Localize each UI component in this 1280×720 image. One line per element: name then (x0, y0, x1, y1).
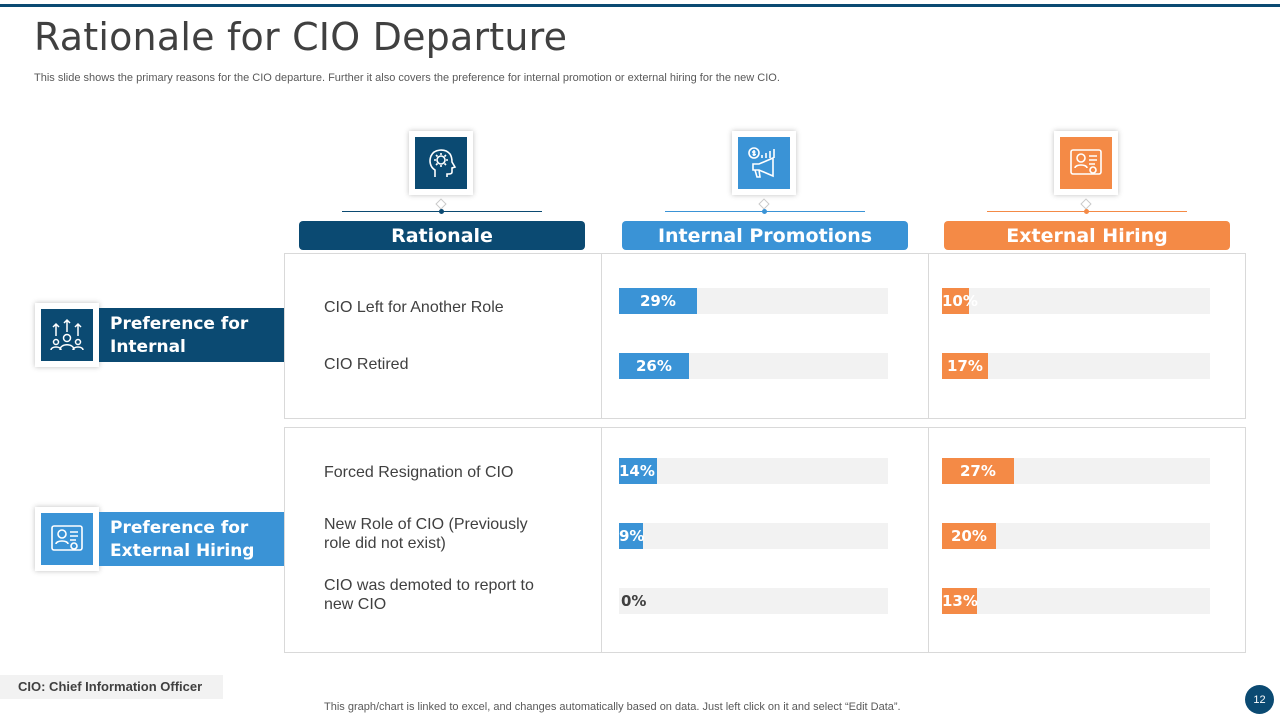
external-bar-label: 17% (947, 357, 983, 375)
external-bar-label: 27% (960, 462, 996, 480)
internal-bar (619, 458, 657, 484)
panel-divider (928, 427, 929, 653)
top-accent-line (0, 4, 1280, 7)
rationale-text: Forced Resignation of CIO (324, 464, 514, 481)
rationale-text: CIO Left for Another Role (324, 299, 504, 316)
internal-bar-track: 14% (619, 458, 888, 484)
external-hiring-icon-card (35, 507, 99, 571)
megaphone-dollar-icon (738, 137, 790, 189)
internal-icon-card (732, 131, 796, 195)
internal-bar-track: 26% (619, 353, 888, 379)
internal-promotion-row-label: Preference for Internal Promotion (99, 308, 284, 380)
internal-bar-label: 26% (636, 357, 672, 375)
internal-bar (619, 288, 697, 314)
row-label-line: Preference for (110, 314, 249, 334)
rationale-icon-card (409, 131, 473, 195)
external-bar-track: 27% (942, 458, 1210, 484)
external-preference-panel (284, 427, 1246, 653)
edit-data-note: This graph/chart is linked to excel, and… (324, 701, 901, 713)
head-gear-icon (415, 137, 467, 189)
rationale-dot (439, 209, 444, 214)
id-card-icon (1060, 137, 1112, 189)
external-bar-label: 20% (951, 527, 987, 545)
rationale-text: CIO Retired (324, 356, 409, 373)
external-bar-track: 17% (942, 353, 1210, 379)
internal-bar-label: 0% (621, 592, 647, 610)
external-icon-card (1054, 131, 1118, 195)
internal-bar (619, 523, 643, 549)
external-bar-label: 13% (942, 592, 978, 610)
external-bar-track: 10% (942, 288, 1210, 314)
external-hiring-row-label: Preference for External Hiring (99, 512, 284, 566)
external-dot (1084, 209, 1089, 214)
internal-bar-track: 0% (619, 588, 888, 614)
page-subtitle: This slide shows the primary reasons for… (34, 72, 780, 84)
external-bar (942, 588, 977, 614)
internal-promotion-icon-card (35, 303, 99, 367)
panel-divider (601, 427, 602, 653)
internal-bar-track: 9% (619, 523, 888, 549)
external-bar (942, 523, 996, 549)
external-diamond (1080, 198, 1092, 210)
rationale-text: New Role of CIO (Previously role did not… (324, 516, 528, 552)
internal-dot (762, 209, 767, 214)
rationale-diamond (435, 198, 447, 210)
people-arrows-up-icon (41, 309, 93, 361)
page-title: Rationale for CIO Departure (34, 15, 568, 59)
internal-preference-panel (284, 253, 1246, 419)
external-bar-label: 10% (942, 292, 978, 310)
internal-bar-label: 14% (619, 462, 655, 480)
panel-divider (601, 253, 602, 419)
page-number: 12 (1245, 685, 1274, 714)
row-label-line: External Hiring (110, 541, 255, 561)
id-card-icon (41, 513, 93, 565)
internal-diamond (758, 198, 770, 210)
external-hiring-header: External Hiring (944, 221, 1230, 250)
row-label-line: Preference for (110, 518, 249, 538)
row-label-line: Internal Promotion (110, 337, 210, 380)
external-bar (942, 353, 988, 379)
internal-bar-label: 9% (619, 527, 645, 545)
panel-divider (928, 253, 929, 419)
external-bar (942, 458, 1014, 484)
internal-bar-track: 29% (619, 288, 888, 314)
external-bar-track: 13% (942, 588, 1210, 614)
internal-promotions-header: Internal Promotions (622, 221, 908, 250)
internal-bar-label: 29% (640, 292, 676, 310)
external-bar-track: 20% (942, 523, 1210, 549)
external-bar (942, 288, 969, 314)
rationale-header: Rationale (299, 221, 585, 250)
internal-bar (619, 353, 689, 379)
abbreviation-note: CIO: Chief Information Officer (0, 675, 223, 699)
rationale-text: CIO was demoted to report to new CIO (324, 577, 534, 613)
